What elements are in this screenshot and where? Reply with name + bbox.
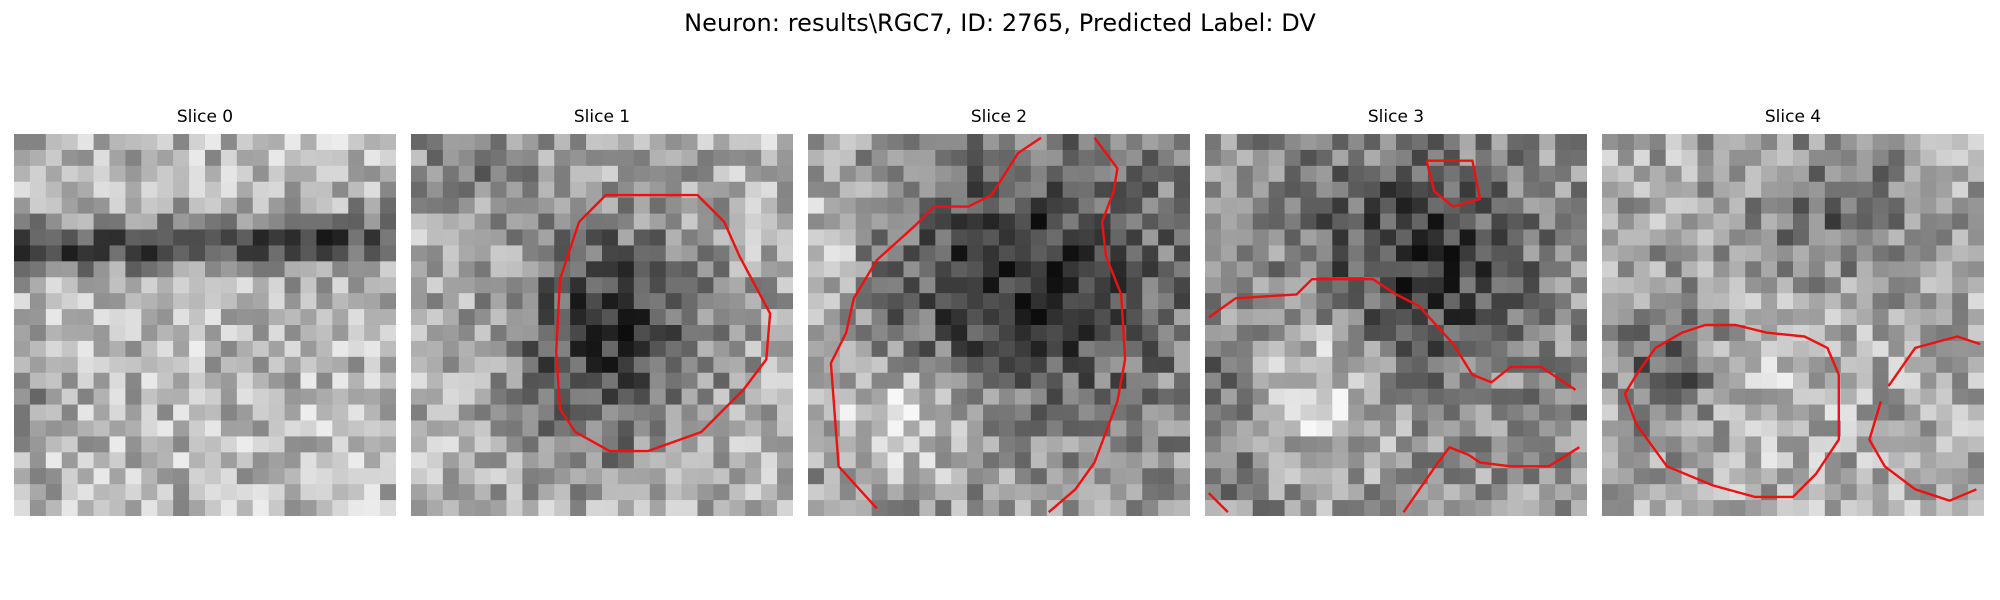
slice-contours-4 (1623, 323, 1981, 502)
slice-pixel-grid-4 (1602, 134, 1984, 516)
slice-pixel-grid-2 (808, 134, 1190, 516)
slice-panel-0: Slice 0 (14, 106, 396, 516)
slice-title-1: Slice 1 (573, 107, 631, 127)
slice-contours-2 (829, 136, 1127, 514)
segmentation-contour-4-2 (1887, 335, 1981, 387)
slice-title-0: Slice 0 (176, 107, 234, 127)
slice-title-2: Slice 2 (970, 107, 1028, 127)
segmentation-contour-3-1 (1425, 159, 1482, 208)
segmentation-contour-4-0 (1623, 323, 1841, 499)
slice-pixel-grid-3 (1205, 134, 1587, 516)
slice-pixel-grid-0 (14, 134, 396, 516)
slice-image-0 (14, 134, 396, 516)
slice-image-1 (411, 134, 793, 516)
slice-image-3 (1205, 134, 1587, 516)
segmentation-contour-4-1 (1868, 401, 1977, 502)
slice-panel-1: Slice 1 (411, 106, 793, 516)
slice-contours-3 (1207, 159, 1581, 514)
slice-image-4 (1602, 134, 1984, 516)
segmentation-contour-3-0 (1208, 277, 1577, 391)
slice-title-3: Slice 3 (1367, 107, 1425, 127)
slice-panel-2: Slice 2 (808, 106, 1190, 516)
slice-panel-4: Slice 4 (1602, 106, 1984, 516)
slice-title-4: Slice 4 (1764, 107, 1822, 127)
slice-image-2 (808, 134, 1190, 516)
slice-panel-3: Slice 3 (1205, 106, 1587, 516)
segmentation-contour-3-2 (1207, 492, 1229, 514)
segmentation-contour-3-3 (1402, 446, 1581, 513)
segmentation-contour-1-0 (554, 193, 772, 453)
slice-pixel-grid-1 (411, 134, 793, 516)
segmentation-contour-2-0 (829, 136, 1042, 510)
slice-contours-1 (554, 193, 772, 453)
segmentation-contour-2-1 (1047, 137, 1127, 514)
figure-title: Neuron: results\RGC7, ID: 2765, Predicte… (684, 9, 1316, 37)
